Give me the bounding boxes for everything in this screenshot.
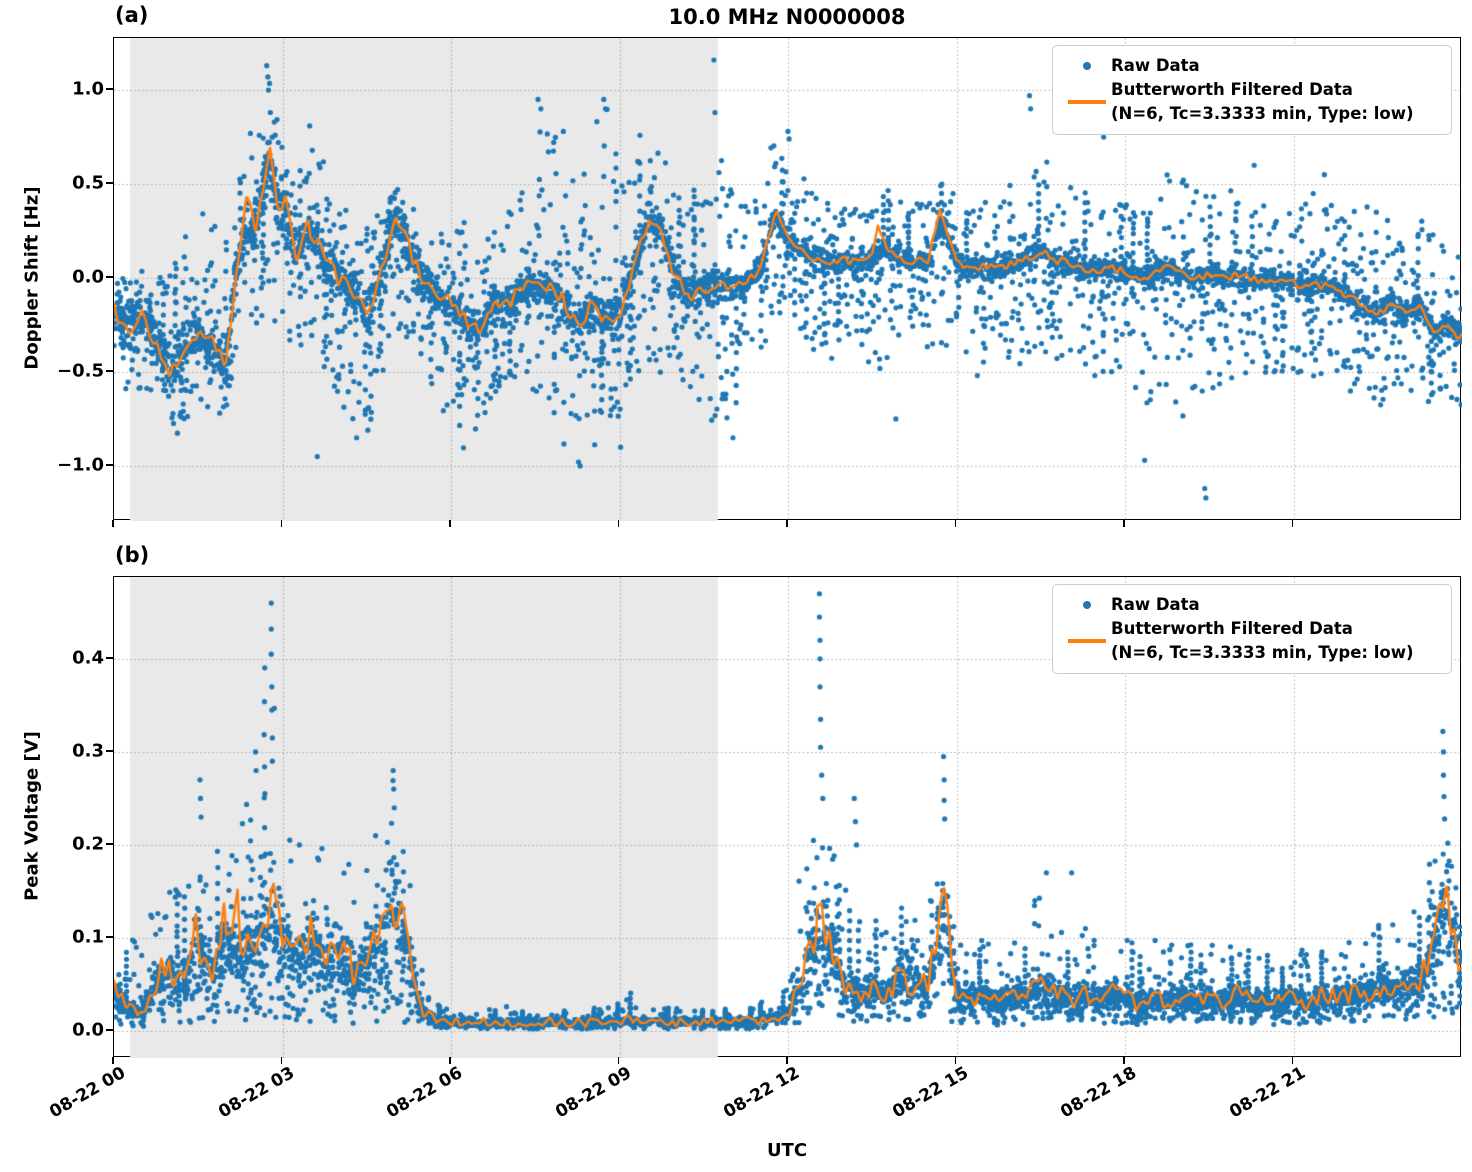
axis-tick-mark <box>449 1057 451 1064</box>
axis-tick-mark <box>1291 520 1294 527</box>
axis-tick-mark <box>106 750 113 752</box>
axis-tick-mark <box>280 1057 283 1064</box>
filtered-label-line2: (N=6, Tc=3.3333 min, Type: low) <box>1111 103 1414 123</box>
axis-tick-mark <box>112 520 114 527</box>
axis-tick-mark <box>106 657 113 659</box>
panel-b-plot-area: Raw Data Butterworth Filtered Data (N=6, … <box>113 576 1462 1058</box>
axis-tick-mark <box>786 520 788 527</box>
legend-filtered-entry: Butterworth Filtered Data (N=6, Tc=3.3333… <box>1063 78 1441 125</box>
panel-b-label: (b) <box>115 543 150 567</box>
axis-tick-mark <box>106 88 113 90</box>
axis-tick-mark <box>280 520 283 527</box>
axis-tick-mark <box>1123 1057 1125 1064</box>
y-tick-label: 0.2 <box>72 833 104 855</box>
raw-data-dot-icon <box>1083 600 1091 609</box>
panel-a-plot-area: Raw Data Butterworth Filtered Data (N=6, … <box>113 37 1462 521</box>
axis-tick-mark <box>106 370 113 372</box>
raw-data-label: Raw Data <box>1111 595 1200 614</box>
x-tick-label: 08-22 00 <box>46 1063 129 1123</box>
filtered-line-icon <box>1068 639 1106 643</box>
raw-data-marker-area <box>1063 600 1111 609</box>
axis-tick-mark <box>617 1057 620 1064</box>
filtered-line-icon <box>1068 100 1106 104</box>
legend-filtered-entry: Butterworth Filtered Data (N=6, Tc=3.3333… <box>1063 617 1441 664</box>
y-tick-label: 0.4 <box>72 647 104 669</box>
axis-tick-mark <box>106 182 113 184</box>
axis-tick-mark <box>106 936 113 938</box>
y-tick-label: 0.3 <box>72 740 104 762</box>
axis-tick-mark <box>106 276 113 278</box>
filtered-marker-area <box>1063 100 1111 104</box>
axis-tick-mark <box>112 1057 114 1064</box>
y-tick-label: 0.0 <box>72 1019 104 1041</box>
figure-title: 10.0 MHz N0000008 <box>668 5 906 29</box>
raw-data-label: Raw Data <box>1111 56 1200 75</box>
y-tick-label: 1.0 <box>72 78 104 100</box>
filtered-label-line1: Butterworth Filtered Data <box>1111 80 1353 100</box>
filtered-label-line1: Butterworth Filtered Data <box>1111 619 1353 639</box>
axis-tick-mark <box>1123 520 1125 527</box>
axis-tick-mark <box>954 520 957 527</box>
filtered-label-line2: (N=6, Tc=3.3333 min, Type: low) <box>1111 642 1414 662</box>
y-tick-label: −1.0 <box>57 454 104 476</box>
axis-tick-mark <box>954 1057 957 1064</box>
raw-data-marker-area <box>1063 61 1111 70</box>
axis-tick-mark <box>449 520 451 527</box>
panel-a-label: (a) <box>115 3 149 27</box>
axis-tick-mark <box>617 520 620 527</box>
axis-tick-mark <box>106 1029 113 1031</box>
axis-tick-mark <box>786 1057 788 1064</box>
y-tick-label: −0.5 <box>57 360 104 382</box>
raw-data-dot-icon <box>1083 61 1091 70</box>
axis-tick-mark <box>106 464 113 466</box>
y-tick-label: 0.5 <box>72 172 104 194</box>
axis-tick-mark <box>1291 1057 1294 1064</box>
legend-raw-entry: Raw Data <box>1063 593 1441 616</box>
y-tick-label: 0.0 <box>72 266 104 288</box>
panel-a-legend: Raw Data Butterworth Filtered Data (N=6, … <box>1052 45 1452 136</box>
filtered-marker-area <box>1063 639 1111 643</box>
filtered-label: Butterworth Filtered Data (N=6, Tc=3.3333… <box>1111 78 1414 125</box>
axis-tick-mark <box>106 843 113 845</box>
y-tick-label: 0.1 <box>72 926 104 948</box>
filtered-label: Butterworth Filtered Data (N=6, Tc=3.3333… <box>1111 617 1414 664</box>
panel-b-legend: Raw Data Butterworth Filtered Data (N=6, … <box>1052 584 1452 675</box>
legend-raw-entry: Raw Data <box>1063 54 1441 77</box>
x-axis-title: UTC <box>766 1140 808 1161</box>
